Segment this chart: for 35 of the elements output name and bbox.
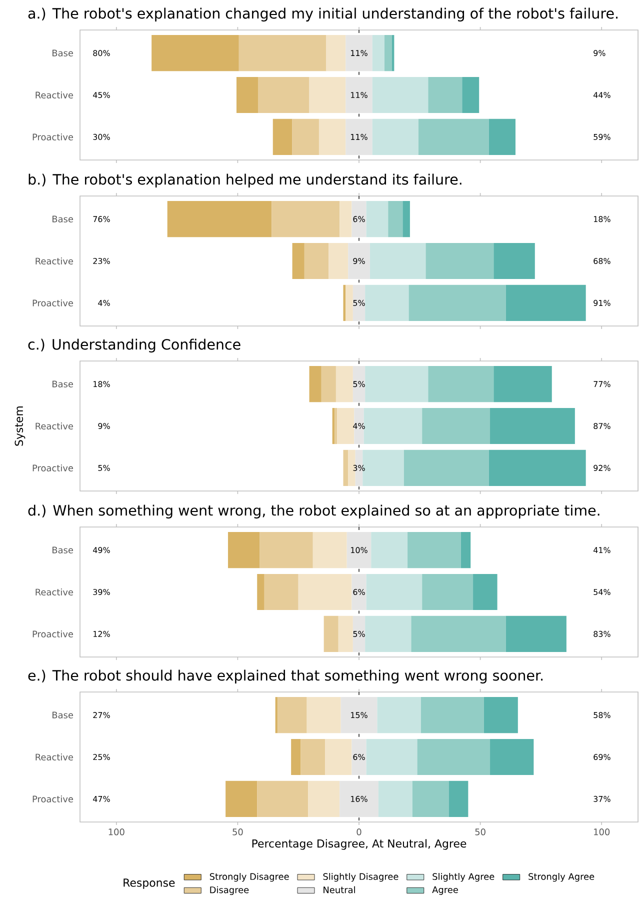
y-tick-label: Proactive <box>32 299 74 306</box>
chart-title: c.) Understanding Confidence <box>28 338 240 353</box>
legend-label: Agree <box>432 886 458 895</box>
y-tick-label: Base <box>52 546 74 554</box>
chart-title: a.) The robot's explanation changed my initial understanding of the robot's failure. <box>28 8 618 22</box>
x-tick-label: 0 <box>356 828 362 836</box>
y-tick-label: Reactive <box>36 92 74 98</box>
legend-label: Disagree <box>210 886 249 895</box>
legend-label: Strongly Agree <box>528 872 594 882</box>
y-tick-label: Base <box>52 50 74 56</box>
x-tick-label: 50 <box>232 828 243 836</box>
y-tick-label: Base <box>52 216 74 222</box>
y-tick-label: Proactive <box>32 133 74 140</box>
y-axis-title: System <box>14 406 26 446</box>
x-axis-title: Percentage Disagree, At Neutral, Agree <box>252 839 466 850</box>
y-tick-label: Proactive <box>32 795 74 802</box>
x-tick-label: 50 <box>475 828 486 836</box>
chart-title: b.) The robot's explanation helped me understand its failure. <box>28 174 462 188</box>
y-tick-label: Reactive <box>36 588 74 596</box>
legend-label: Neutral <box>324 886 355 894</box>
y-tick-label: Proactive <box>32 464 74 472</box>
legend-label: Slightly Agree <box>432 872 494 882</box>
chart-title: d.) When something went wrong, the robot explained so at an appropriate time. <box>28 504 600 519</box>
chart-title: e.) The robot should have explained that something went wrong sooner. <box>28 670 543 684</box>
y-tick-label: Base <box>52 712 74 718</box>
y-tick-label: Reactive <box>36 754 74 760</box>
legend-title: Response <box>124 878 175 889</box>
legend-label: Slightly Disagree <box>323 872 398 882</box>
y-tick-label: Proactive <box>32 630 74 638</box>
x-tick-label: 100 <box>108 828 124 836</box>
y-tick-label: Reactive <box>36 422 74 430</box>
legend-label: Strongly Disagree <box>210 872 289 882</box>
y-tick-label: Base <box>52 380 74 388</box>
y-tick-label: Reactive <box>36 258 74 264</box>
x-tick-label: 100 <box>594 828 610 836</box>
